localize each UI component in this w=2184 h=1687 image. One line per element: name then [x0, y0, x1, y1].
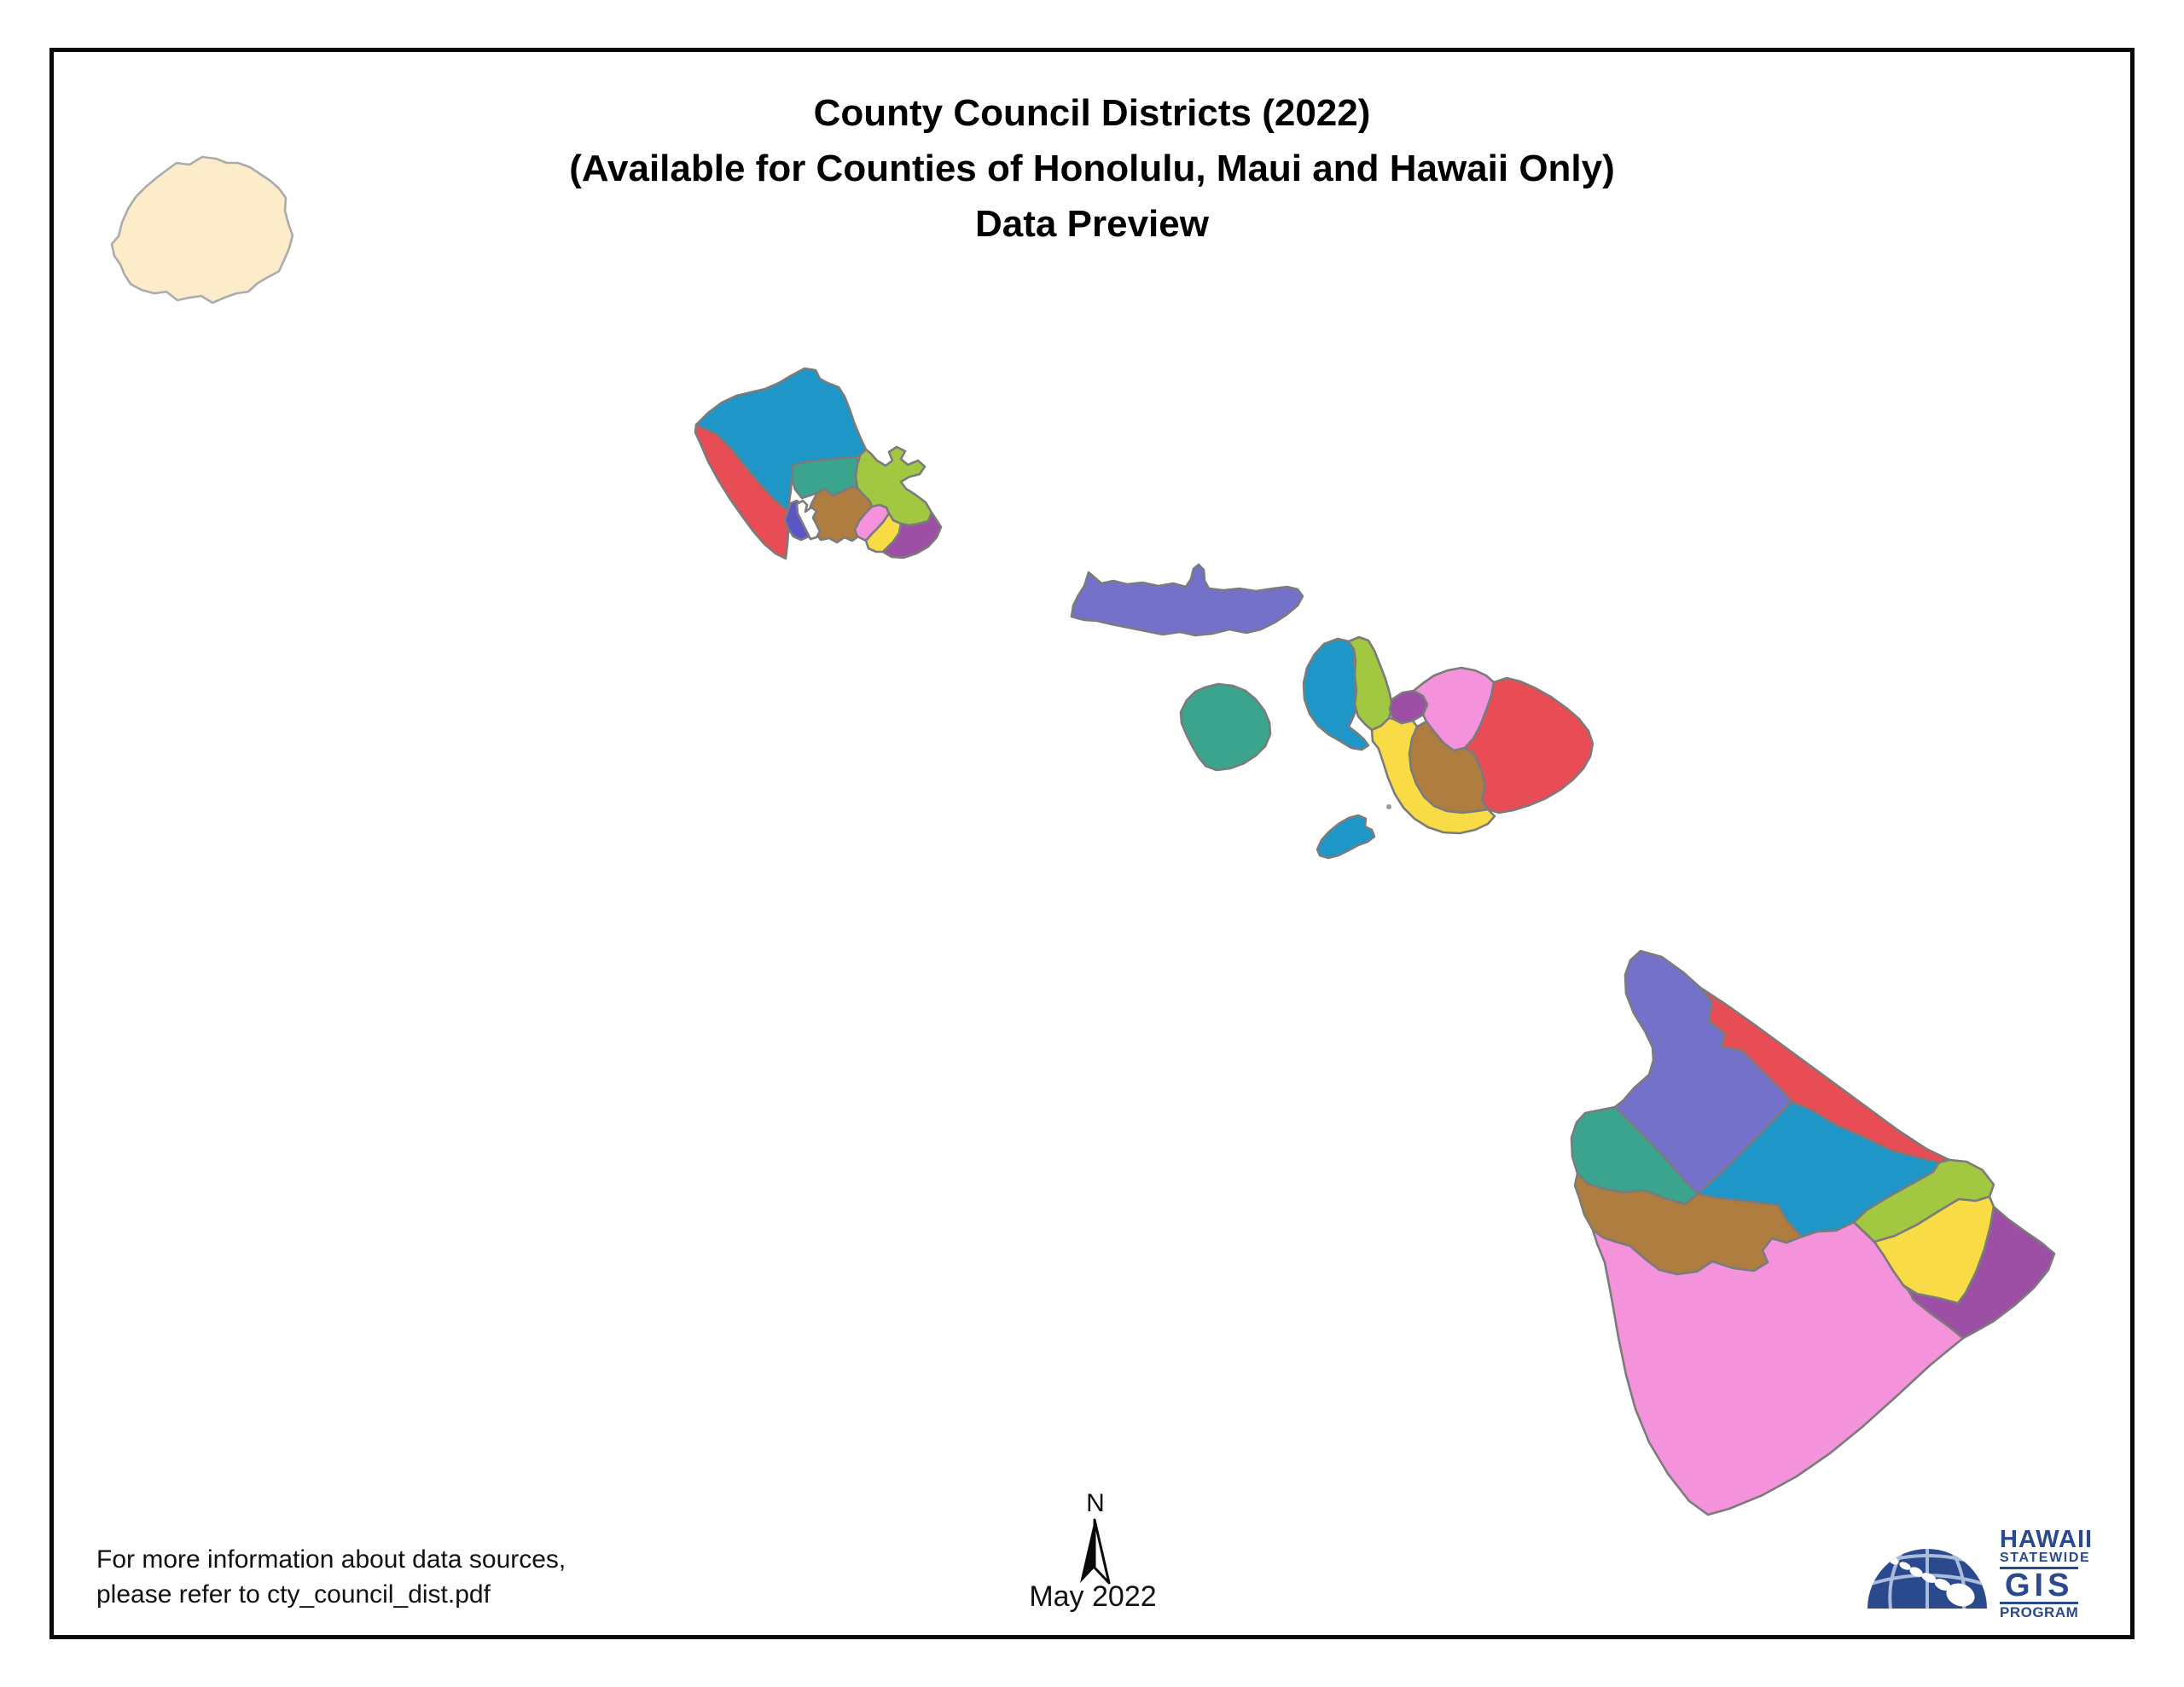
map-title-line2: (Available for Counties of Honolulu, Mau… [569, 148, 1615, 189]
island-molokai [1070, 563, 1304, 637]
island-lanai [1179, 682, 1272, 772]
data-source-note-line2: please refer to cty_council_dist.pdf [96, 1580, 491, 1609]
hawaii-district-pink [1591, 1220, 1965, 1516]
maui-district-yellow [1370, 716, 1496, 835]
gis-logo-line4: PROGRAM [2000, 1604, 2079, 1620]
compass-north-label: N [1086, 1489, 1105, 1517]
globe-hawaii-islands [1889, 1557, 1975, 1607]
data-source-note-line1: For more information about data sources, [96, 1545, 566, 1574]
oahu-pearl-harbor-inlet [795, 499, 822, 541]
gis-logo-line3: GIS [2000, 1567, 2079, 1604]
gis-logo-line1: HAWAII [2000, 1526, 2094, 1553]
island-oahu [694, 367, 943, 560]
map-title-line1: County Council Districts (2022) [813, 92, 1371, 134]
maui-district-red [1463, 676, 1594, 815]
north-arrow-icon [1080, 1518, 1111, 1585]
island-kahoolawe [1316, 814, 1376, 860]
lanai-district-teal [1179, 682, 1272, 772]
maui-district-blue [1302, 637, 1370, 751]
oahu-district-purple [881, 511, 943, 559]
globe-icon [1867, 1549, 1987, 1609]
maui-district-green [1347, 635, 1394, 732]
map-title-block: County Council Districts (2022) (Availab… [0, 85, 2184, 252]
kahoolawe-district-blue [1316, 814, 1376, 860]
molokini-islet [1386, 804, 1391, 809]
kauai-no-data-shape [110, 155, 294, 304]
map-title-line3: Data Preview [975, 203, 1209, 245]
map-date: May 2022 [1029, 1580, 1157, 1613]
gis-logo-text: HAWAII STATEWIDE GIS PROGRAM [2000, 1528, 2093, 1620]
gis-program-logo: HAWAII STATEWIDE GIS PROGRAM [1865, 1525, 2121, 1620]
map-frame [49, 48, 2135, 1639]
compass-block: N [1053, 1491, 1138, 1516]
gis-logo-line2: STATEWIDE [2000, 1551, 2091, 1565]
data-source-note: For more information about data sources,… [96, 1542, 566, 1612]
island-maui [1302, 635, 1594, 835]
island-kauai [110, 155, 294, 304]
island-hawaii [1570, 949, 2056, 1516]
oahu-district-red [694, 423, 790, 560]
molokai-district-slate [1070, 563, 1304, 637]
